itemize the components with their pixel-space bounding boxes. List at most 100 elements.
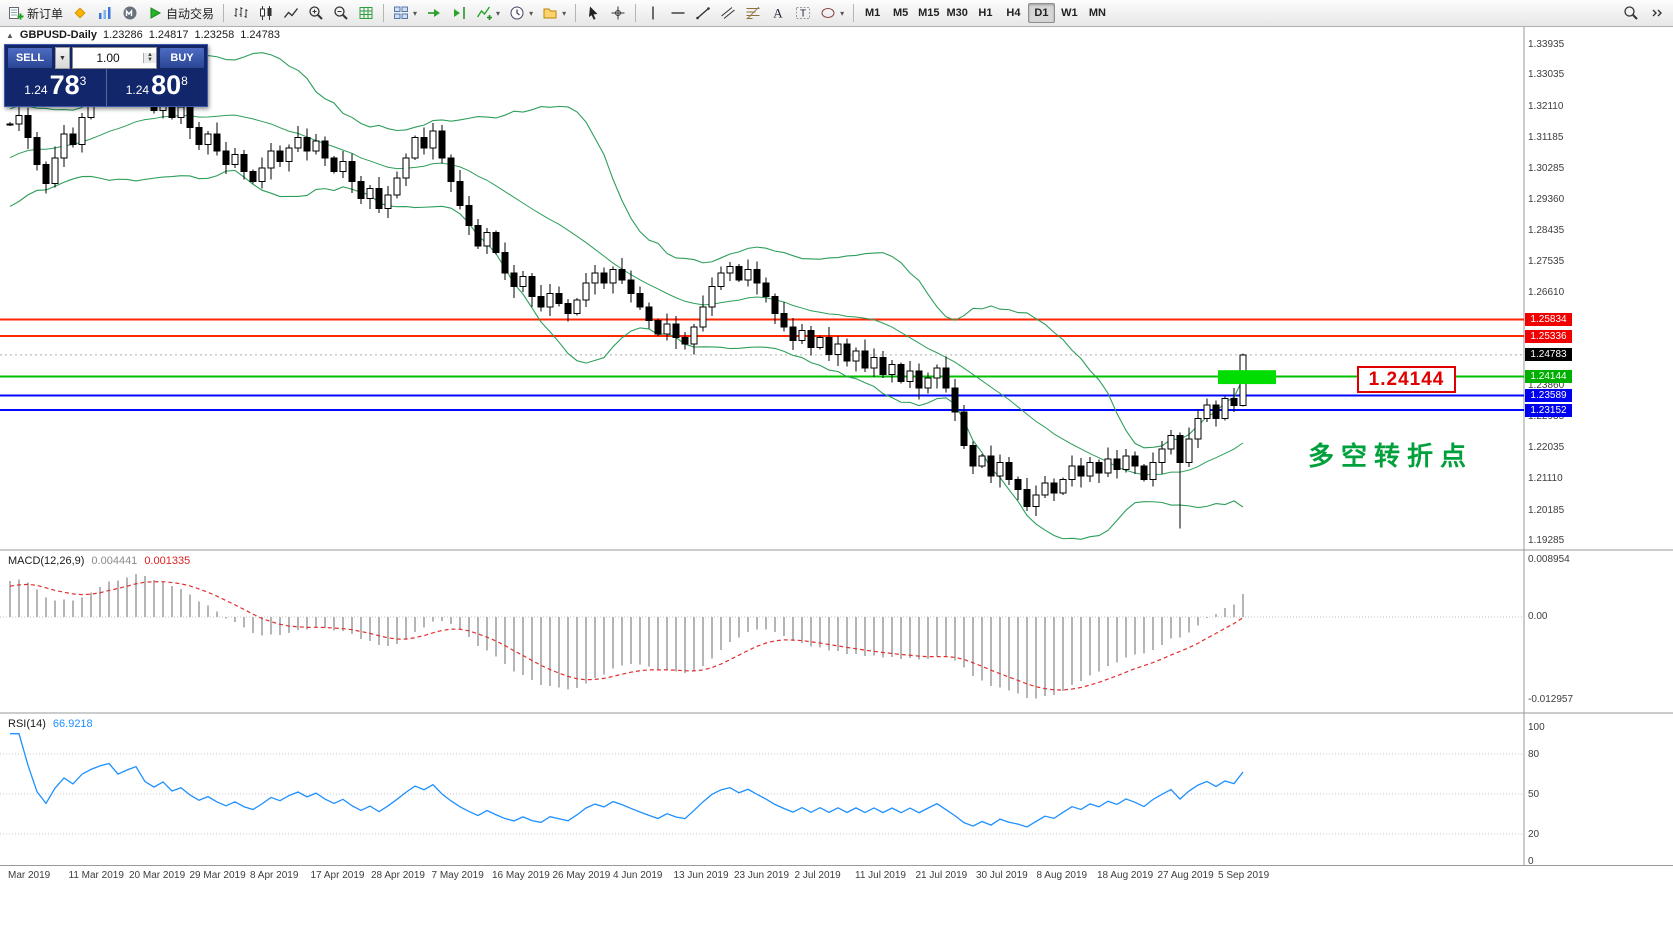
horizontal-line-objects[interactable] xyxy=(0,318,1524,412)
sell-price-small: 1.24 xyxy=(24,83,48,97)
fibonacci-tool-button[interactable] xyxy=(741,2,765,24)
cursor-button[interactable] xyxy=(581,2,605,24)
autotrading-label: 自动交易 xyxy=(166,6,215,21)
date-label[interactable]: 29 Mar 2019 xyxy=(189,870,246,881)
timeframe-button-M5[interactable]: M5 xyxy=(887,3,914,23)
one-click-trading-panel: SELL ▼ 1.00 ▲ ▼ BUY 1.24 78 3 1.24 80 8 xyxy=(4,44,208,107)
market-watch-button[interactable] xyxy=(93,2,117,24)
vertical-line-tool-button[interactable] xyxy=(641,2,665,24)
templates-folder-icon xyxy=(543,8,557,19)
rsi-value: 66.9218 xyxy=(52,718,93,730)
indicators-button[interactable]: ▾ xyxy=(472,2,504,24)
date-label[interactable]: 7 May 2019 xyxy=(431,870,484,881)
metaquotes-button[interactable] xyxy=(118,2,142,24)
buy-price-big: 80 xyxy=(151,70,182,100)
mql5-button[interactable] xyxy=(68,2,92,24)
date-label[interactable]: 8 Aug 2019 xyxy=(1036,870,1088,881)
date-label[interactable]: 23 Jun 2019 xyxy=(734,870,790,881)
shapes-tool-button[interactable]: ▾ xyxy=(816,2,848,24)
lot-spinner[interactable]: ▲ ▼ xyxy=(143,52,156,63)
tile-windows-button[interactable]: ▾ xyxy=(389,2,421,24)
periods-button[interactable]: ▾ xyxy=(505,2,537,24)
date-label[interactable]: Mar 2019 xyxy=(8,870,51,881)
price-annotation-box[interactable]: 1.24144 xyxy=(1357,366,1456,393)
text-icon: A xyxy=(773,6,783,21)
lot-value[interactable]: 1.00 xyxy=(96,51,120,65)
lot-dropdown-button[interactable]: ▼ xyxy=(55,47,70,69)
candlestick-mode-button[interactable] xyxy=(254,2,278,24)
shapes-ellipse-icon xyxy=(821,8,835,18)
label-tool-button[interactable]: T xyxy=(791,2,815,24)
timeframe-button-H1[interactable]: H1 xyxy=(972,3,999,23)
autotrading-button[interactable]: 自动交易 xyxy=(143,2,218,24)
date-label[interactable]: 18 Aug 2019 xyxy=(1097,870,1154,881)
cursor-icon xyxy=(589,6,598,20)
search-button[interactable] xyxy=(1619,2,1643,24)
grid-button[interactable] xyxy=(354,2,378,24)
chart-shift-button[interactable] xyxy=(447,2,471,24)
date-label[interactable]: 21 Jul 2019 xyxy=(915,870,968,881)
rectangle-object[interactable] xyxy=(1218,370,1276,385)
candlestick-chart-icon xyxy=(260,6,272,20)
templates-button[interactable]: ▾ xyxy=(538,2,570,24)
lot-spin-down-icon[interactable]: ▼ xyxy=(144,57,156,63)
date-label[interactable]: 2 Jul 2019 xyxy=(794,870,841,881)
sell-price-sup: 3 xyxy=(79,74,87,88)
date-label[interactable]: 30 Jul 2019 xyxy=(976,870,1028,881)
periods-clock-icon xyxy=(510,6,524,20)
sell-button[interactable]: SELL xyxy=(7,47,53,69)
lot-size-field[interactable]: 1.00 ▲ ▼ xyxy=(72,47,157,69)
buy-price[interactable]: 1.24 80 8 xyxy=(105,69,208,106)
new-order-button[interactable]: 新订单 xyxy=(4,2,67,24)
date-label[interactable]: 4 Jun 2019 xyxy=(613,870,663,881)
date-label[interactable]: 8 Apr 2019 xyxy=(250,870,299,881)
autoscroll-button[interactable] xyxy=(422,2,446,24)
timeframe-button-M30[interactable]: M30 xyxy=(944,3,971,23)
panel-dividers[interactable] xyxy=(0,26,1673,866)
toolbar-separator xyxy=(223,4,225,22)
metaquotes-icon xyxy=(123,6,137,20)
channel-tool-button[interactable] xyxy=(716,2,740,24)
price-scale-label: 1.27535 xyxy=(1528,255,1565,267)
buy-price-small: 1.24 xyxy=(125,83,150,97)
line-chart-mode-button[interactable] xyxy=(279,2,303,24)
zoom-in-button[interactable] xyxy=(304,2,328,24)
autoscroll-icon xyxy=(428,9,441,17)
timeframe-button-M15[interactable]: M15 xyxy=(915,3,942,23)
date-label[interactable]: 13 Jun 2019 xyxy=(673,870,729,881)
date-label[interactable]: 11 Jul 2019 xyxy=(855,870,906,881)
autotrading-play-icon xyxy=(150,7,162,19)
horizontal-line-tool-button[interactable] xyxy=(666,2,690,24)
date-label[interactable]: 28 Apr 2019 xyxy=(371,870,425,881)
timeframe-button-W1[interactable]: W1 xyxy=(1056,3,1083,23)
mql5-icon xyxy=(74,7,86,19)
sell-price[interactable]: 1.24 78 3 xyxy=(5,69,106,106)
date-label[interactable]: 5 Sep 2019 xyxy=(1218,870,1270,881)
one-click-collapse-arrow[interactable]: ▲ xyxy=(6,30,14,40)
ohlc-open: 1.23286 xyxy=(102,29,143,41)
date-label[interactable]: 16 May 2019 xyxy=(492,870,550,881)
zoom-out-button[interactable] xyxy=(329,2,353,24)
timeframe-button-MN[interactable]: MN xyxy=(1084,3,1111,23)
text-tool-button[interactable]: A xyxy=(766,2,790,24)
toolbar-overflow-button[interactable] xyxy=(1645,2,1669,24)
date-label[interactable]: 27 Aug 2019 xyxy=(1157,870,1214,881)
date-label[interactable]: 20 Mar 2019 xyxy=(129,870,186,881)
zoom-out-icon xyxy=(334,6,348,20)
macd-scale-label: 0.00 xyxy=(1528,611,1548,622)
timeframe-button-H4[interactable]: H4 xyxy=(1000,3,1027,23)
crosshair-button[interactable] xyxy=(606,2,630,24)
timeframe-button-D1[interactable]: D1 xyxy=(1027,3,1055,23)
buy-button[interactable]: BUY xyxy=(159,47,205,69)
turning-point-annotation[interactable]: 多空转折点 xyxy=(1308,441,1474,471)
date-label[interactable]: 26 May 2019 xyxy=(552,870,611,881)
timeframe-button-M1[interactable]: M1 xyxy=(859,3,886,23)
macd-signal-value: 0.001335 xyxy=(144,555,191,567)
date-label[interactable]: 17 Apr 2019 xyxy=(310,870,365,881)
sell-price-big: 78 xyxy=(49,70,80,100)
trendline-tool-button[interactable] xyxy=(691,2,715,24)
bar-chart-mode-button[interactable] xyxy=(229,2,253,24)
date-label[interactable]: 11 Mar 2019 xyxy=(68,870,124,881)
lot-spin-up-icon[interactable]: ▲ xyxy=(144,52,156,58)
